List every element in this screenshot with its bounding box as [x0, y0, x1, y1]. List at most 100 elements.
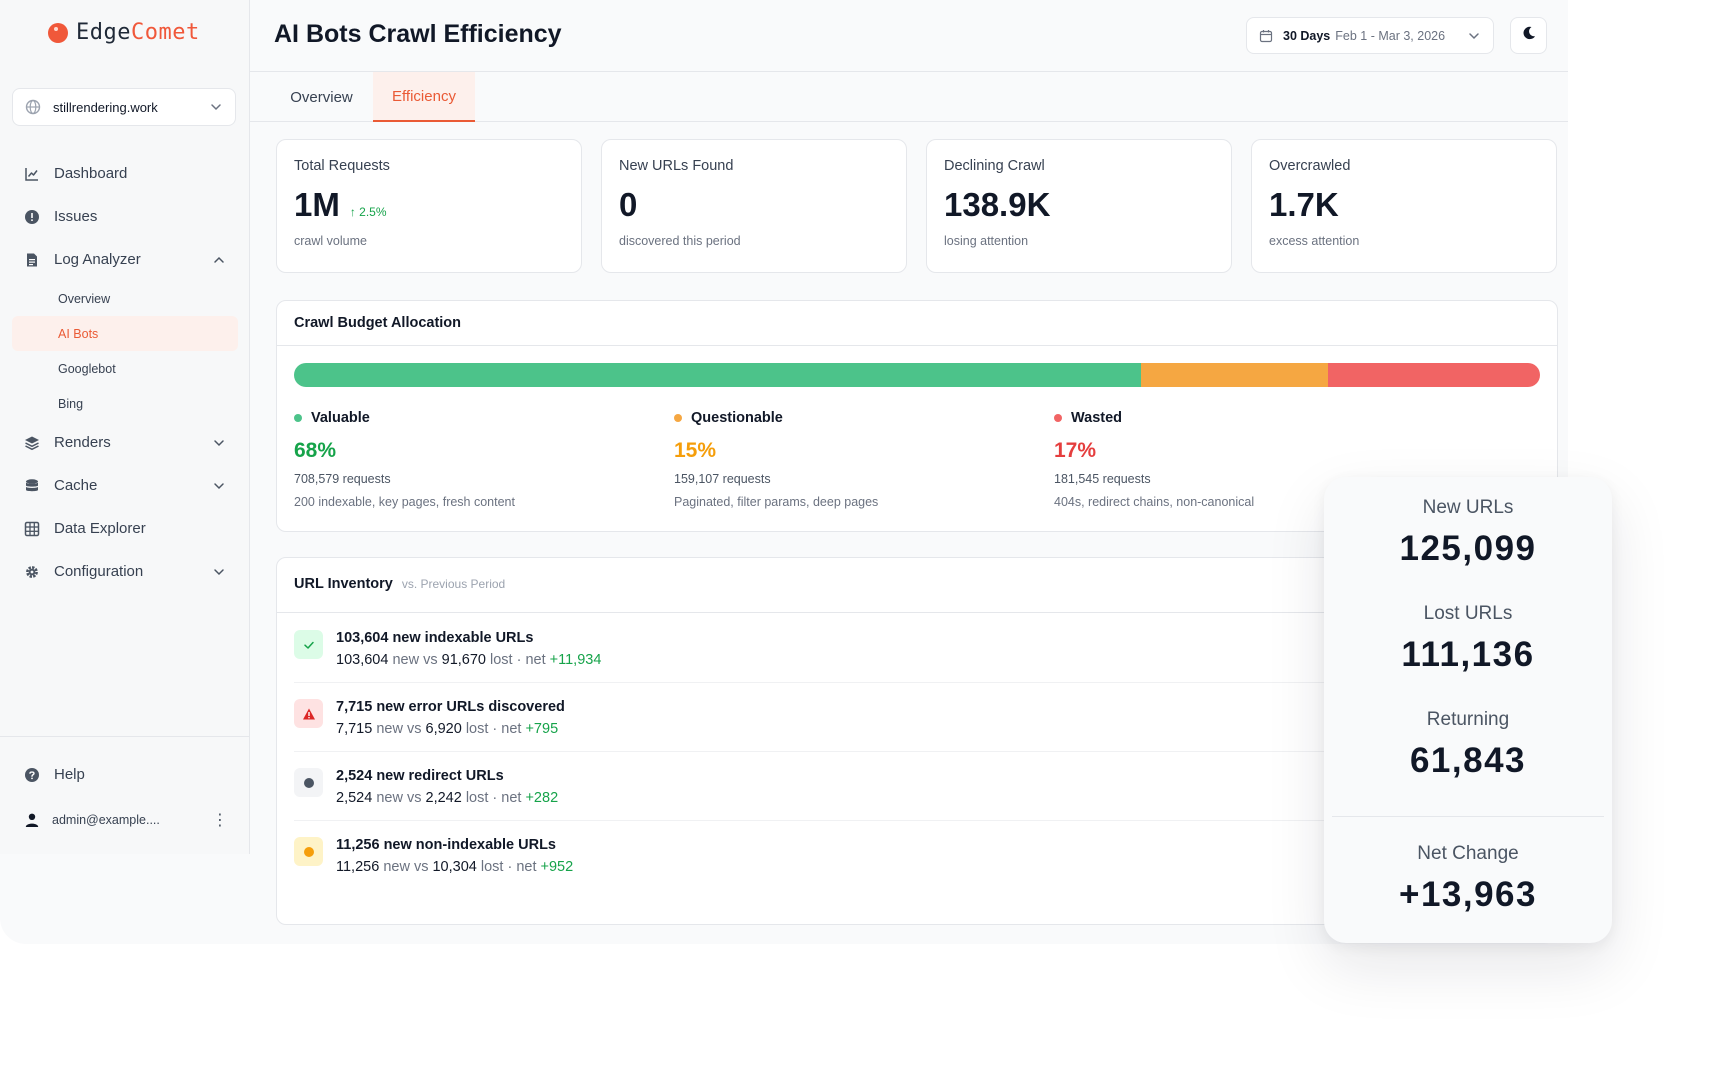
site-selector[interactable]: stillrendering.work — [12, 88, 236, 126]
check-icon — [294, 630, 323, 659]
logo-text: EdgeComet — [76, 20, 200, 45]
stat-card-new-urls: New URLs Found 0 discovered this period — [601, 139, 907, 273]
summary-net-change: Net Change +13,963 — [1324, 843, 1612, 915]
stat-value: 1.7K — [1269, 186, 1339, 223]
budget-segment-questionable — [1141, 363, 1329, 387]
budget-legend-valuable: Valuable 68% 708,579 requests 200 indexa… — [294, 410, 694, 509]
budget-segment-valuable — [294, 363, 1142, 387]
date-range-picker[interactable]: 30 Days Feb 1 - Mar 3, 2026 — [1246, 17, 1494, 54]
database-icon — [24, 478, 40, 494]
alert-circle-icon — [24, 209, 40, 225]
sidebar-item-cache[interactable]: Cache — [12, 464, 238, 507]
chevron-up-icon[interactable] — [212, 253, 226, 267]
help-circle-icon — [24, 767, 40, 783]
green-dot-icon — [294, 414, 302, 422]
calendar-icon — [1259, 29, 1273, 43]
inventory-row-title: 103,604 new indexable URLs — [336, 630, 534, 646]
stat-value: 0 — [619, 186, 638, 223]
chart-line-icon — [24, 166, 40, 182]
summary-label: Returning — [1426, 709, 1510, 730]
inventory-row-detail: 11,256 new vs 10,304 lost · net +952 — [336, 859, 574, 875]
budget-requests: 181,545 requests — [1054, 472, 1151, 486]
tab-efficiency[interactable]: Efficiency — [373, 72, 475, 122]
summary-divider — [1332, 816, 1604, 817]
budget-percent: 68% — [294, 439, 337, 462]
chevron-down-icon — [209, 100, 223, 114]
budget-category-name: Valuable — [311, 410, 370, 426]
stat-label: Overcrawled — [1269, 158, 1351, 174]
inventory-row-title: 7,715 new error URLs discovered — [336, 699, 565, 715]
chevron-down-icon[interactable] — [212, 436, 226, 450]
url-summary-panel: New URLs 125,099 Lost URLs 111,136 Retur… — [1324, 477, 1612, 943]
page-header: AI Bots Crawl Efficiency 30 Days Feb 1 -… — [250, 0, 1568, 72]
sidebar-item-dashboard[interactable]: Dashboard — [12, 152, 238, 195]
stat-delta: ↑ 2.5% — [349, 205, 387, 219]
site-name: stillrendering.work — [53, 99, 158, 115]
summary-label: Lost URLs — [1423, 603, 1513, 624]
stat-label: Total Requests — [294, 158, 390, 174]
sidebar-subitem-ai-bots[interactable]: AI Bots — [12, 316, 238, 351]
comet-logo-icon — [48, 22, 68, 43]
summary-label: New URLs — [1422, 497, 1514, 518]
list-item: 2,524 new redirect URLs 2,524 new vs 2,2… — [294, 752, 1542, 821]
stat-value: 1M — [294, 186, 340, 223]
help-link[interactable]: Help — [24, 766, 85, 783]
sidebar-subitem-overview[interactable]: Overview — [58, 291, 111, 306]
inventory-row-detail: 7,715 new vs 6,920 lost · net +795 — [336, 721, 559, 737]
sidebar-item-label: Dashboard — [54, 165, 128, 182]
grid-icon — [24, 521, 40, 537]
stat-card-declining-crawl: Declining Crawl 138.9K losing attention — [926, 139, 1232, 273]
sidebar-item-data-explorer[interactable]: Data Explorer — [12, 507, 238, 550]
chevron-down-icon[interactable] — [212, 565, 226, 579]
globe-icon — [25, 99, 41, 115]
budget-description: Paginated, filter params, deep pages — [674, 495, 879, 509]
tab-bar: Overview Efficiency — [250, 72, 1568, 122]
sidebar-item-configuration[interactable]: Configuration — [12, 550, 238, 593]
sidebar-item-label: Renders — [54, 434, 111, 451]
summary-value: +13,963 — [1399, 875, 1537, 914]
logo[interactable]: EdgeComet — [48, 20, 200, 45]
sidebar-item-label: Issues — [54, 208, 98, 225]
red-dot-icon — [1054, 414, 1062, 422]
stat-label: Declining Crawl — [944, 158, 1045, 174]
user-icon — [24, 812, 40, 828]
summary-label: Net Change — [1417, 843, 1519, 864]
theme-toggle-button[interactable] — [1510, 17, 1547, 54]
app-window: EdgeComet stillrendering.work Dashboard … — [0, 0, 1568, 925]
budget-description: 404s, redirect chains, non-canonical — [1054, 495, 1255, 509]
sidebar-item-renders[interactable]: Renders — [12, 421, 238, 464]
crawl-budget-bar — [294, 363, 1540, 387]
gear-icon — [24, 564, 40, 580]
inventory-row-title: 11,256 new non-indexable URLs — [336, 837, 556, 853]
warning-icon — [294, 699, 323, 728]
inventory-row-detail: 2,524 new vs 2,242 lost · net +282 — [336, 790, 559, 806]
budget-percent: 15% — [674, 439, 717, 462]
inventory-row-detail: 103,604 new vs 91,670 lost · net +11,934 — [336, 652, 602, 668]
budget-percent: 17% — [1054, 439, 1097, 462]
inventory-row-title: 2,524 new redirect URLs — [336, 768, 504, 784]
chevron-down-icon — [1467, 29, 1481, 43]
help-label: Help — [54, 766, 85, 783]
moon-icon — [1521, 25, 1537, 46]
sidebar-item-log-analyzer[interactable]: Log Analyzer — [12, 238, 238, 281]
budget-category-name: Questionable — [691, 410, 783, 426]
summary-new-urls: New URLs 125,099 — [1324, 497, 1612, 569]
budget-legend-wasted: Wasted 17% 181,545 requests 404s, redire… — [1054, 410, 1454, 509]
stat-subtitle: discovered this period — [619, 234, 741, 248]
summary-lost-urls: Lost URLs 111,136 — [1324, 603, 1612, 675]
sidebar-item-issues[interactable]: Issues — [12, 195, 238, 238]
chevron-down-icon[interactable] — [212, 479, 226, 493]
budget-requests: 159,107 requests — [674, 472, 771, 486]
url-inventory-subtitle: vs. Previous Period — [401, 577, 506, 591]
budget-requests: 708,579 requests — [294, 472, 391, 486]
sidebar-subitem-googlebot[interactable]: Googlebot — [58, 361, 116, 376]
kebab-menu-icon[interactable]: ⋮ — [212, 812, 228, 829]
summary-returning: Returning 61,843 — [1324, 709, 1612, 781]
amber-dot-icon — [674, 414, 682, 422]
budget-description: 200 indexable, key pages, fresh content — [294, 495, 515, 509]
stat-card-total-requests: Total Requests 1M ↑ 2.5% crawl volume — [276, 139, 582, 273]
sidebar-item-label: Log Analyzer — [54, 251, 141, 268]
user-menu[interactable]: admin@example.... ⋮ — [24, 810, 228, 830]
tab-overview[interactable]: Overview — [290, 88, 353, 106]
sidebar-subitem-bing[interactable]: Bing — [58, 396, 84, 411]
